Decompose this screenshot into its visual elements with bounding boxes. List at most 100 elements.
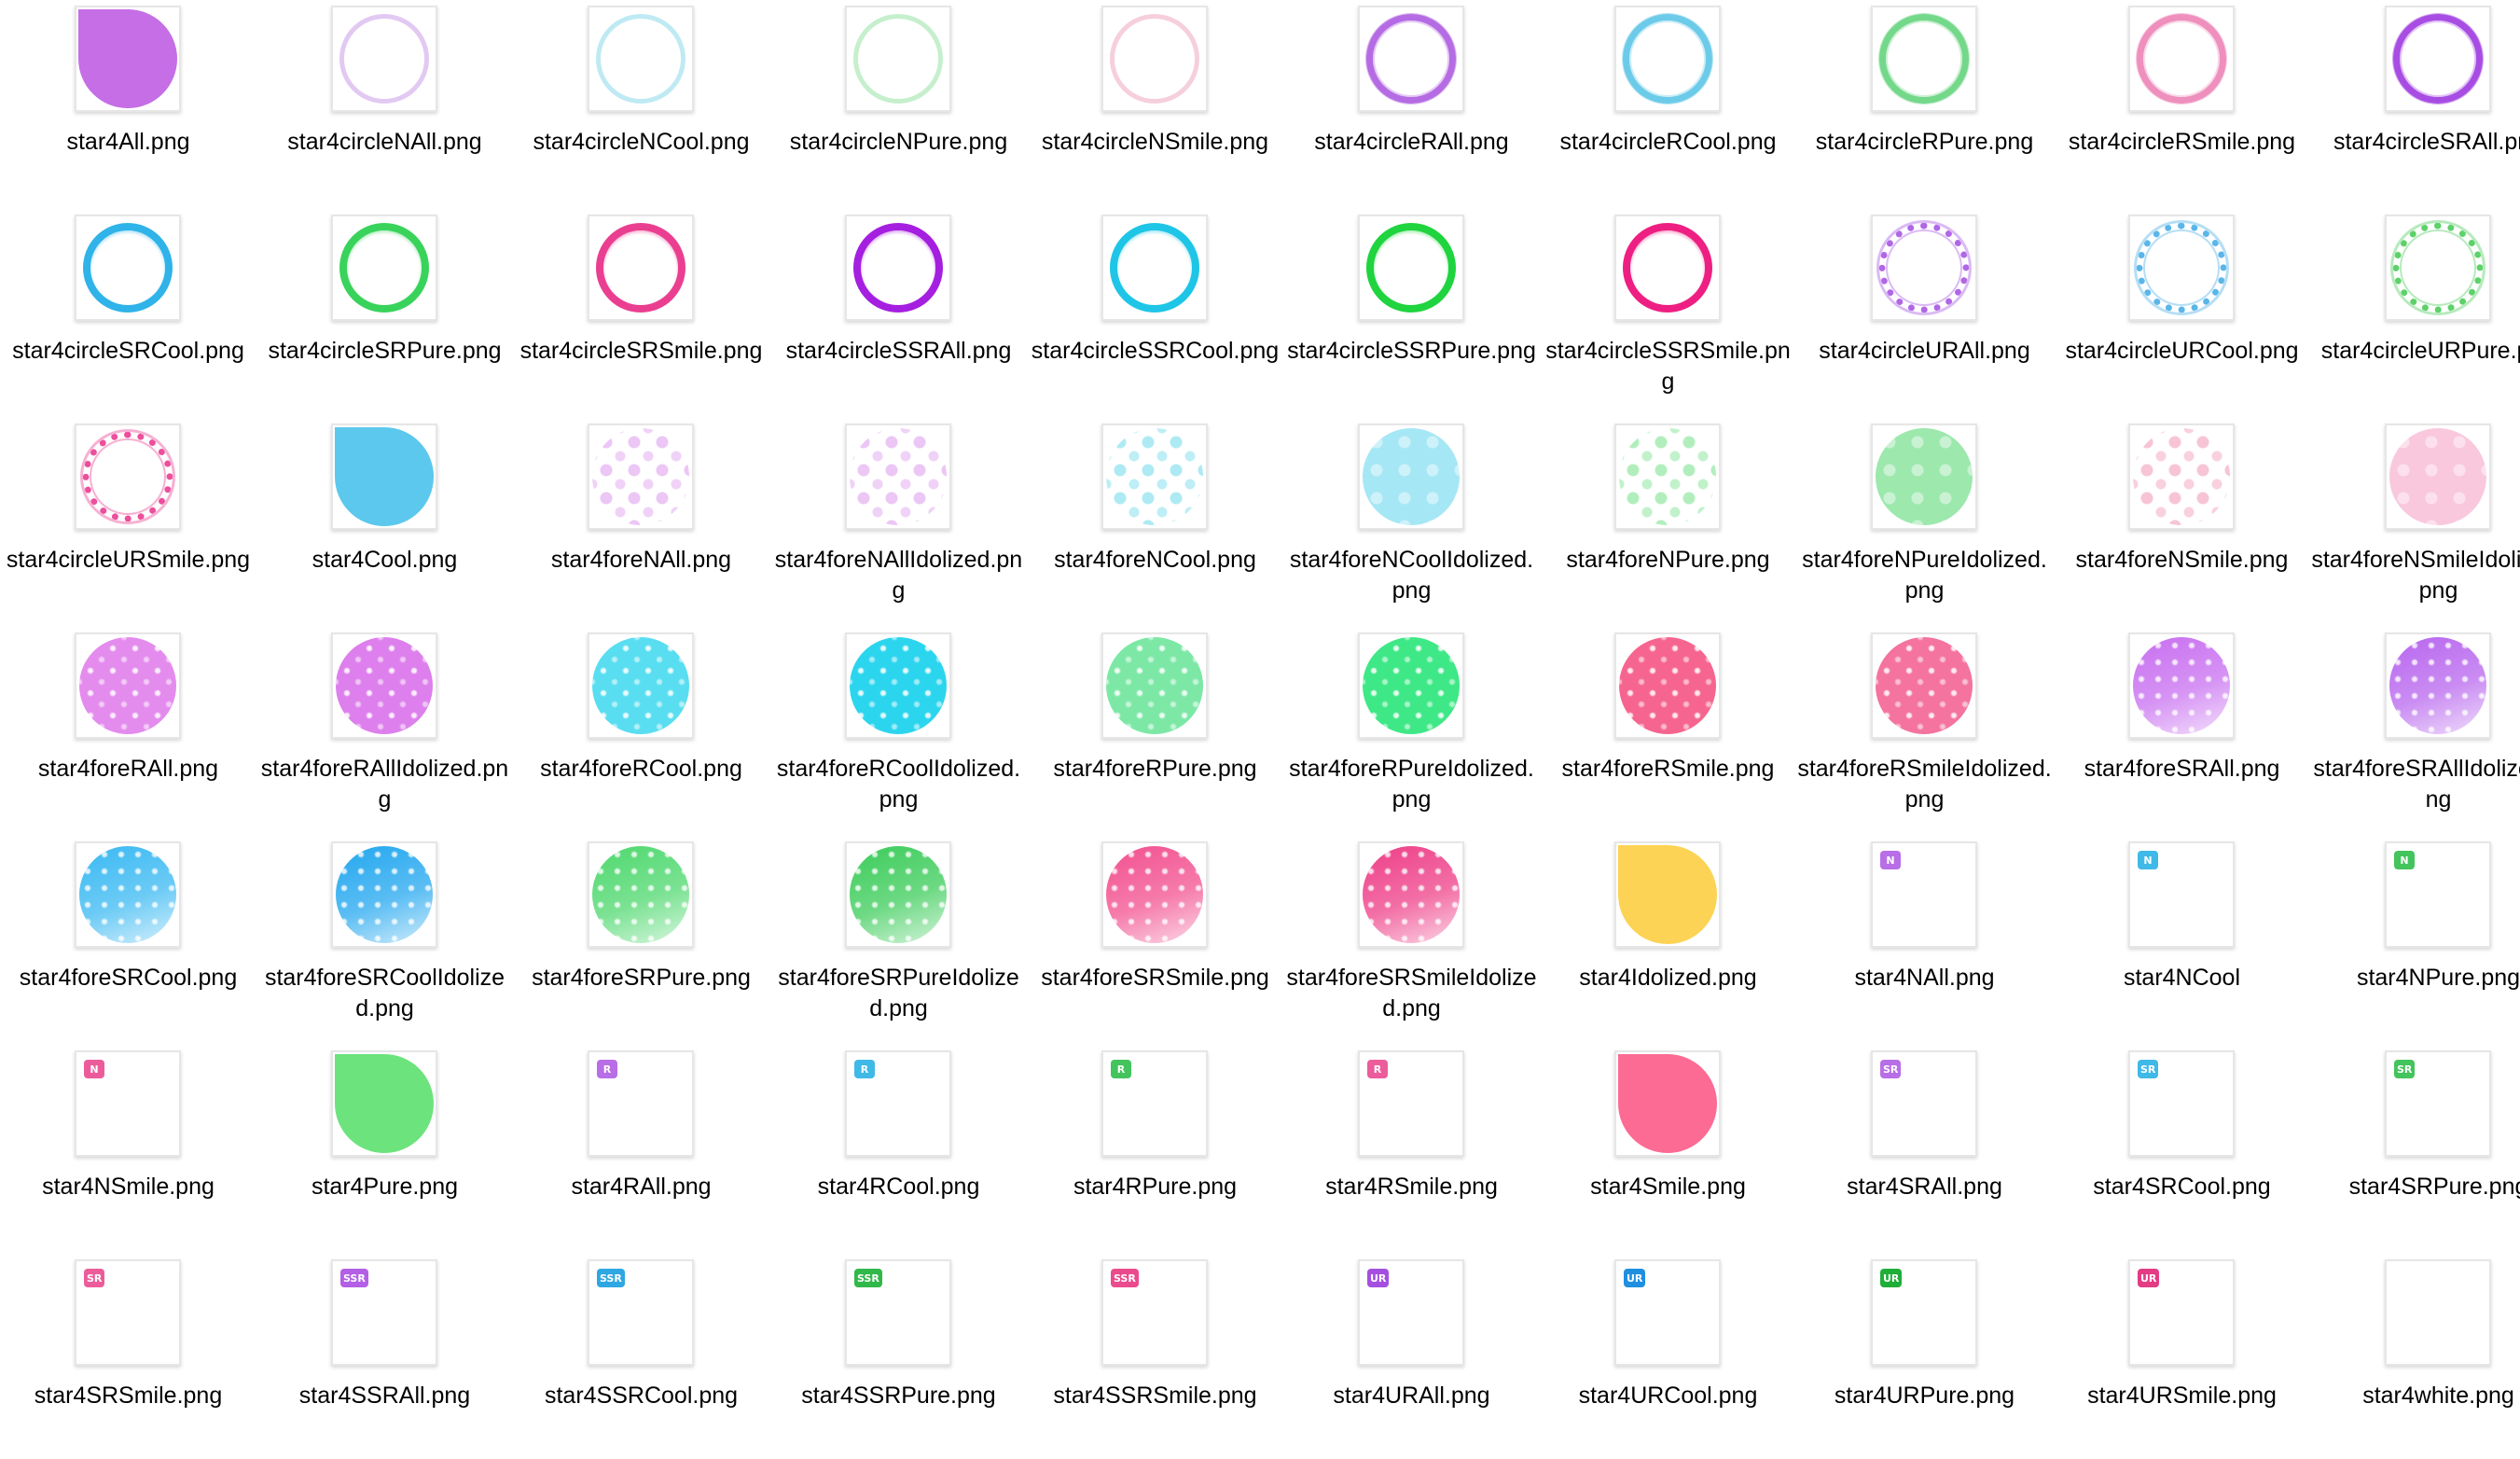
file-thumbnail[interactable] bbox=[2385, 632, 2491, 739]
file-item[interactable]: SSR star4SSRAll.png bbox=[256, 1254, 513, 1459]
file-item[interactable]: star4white.png bbox=[2310, 1254, 2520, 1459]
file-item[interactable]: star4circleSSRAll.png bbox=[770, 209, 1027, 414]
file-name-label[interactable]: star4foreSRSmile.png bbox=[1041, 965, 1269, 991]
file-item[interactable]: star4circleURPure.png bbox=[2310, 209, 2520, 414]
file-name-label[interactable]: star4Cool.png bbox=[312, 547, 458, 573]
file-name-label[interactable]: star4foreRAll.png bbox=[37, 756, 219, 782]
file-item[interactable]: star4All.png bbox=[0, 0, 256, 205]
file-name-label[interactable]: star4foreRSmile.png bbox=[1561, 756, 1775, 782]
file-item[interactable]: star4foreNCoolIdolized.png bbox=[1283, 418, 1540, 623]
file-name-label[interactable]: star4foreNAll.png bbox=[550, 547, 732, 573]
file-name-label[interactable]: star4foreNPureIdolized.png bbox=[1802, 547, 2047, 604]
file-item[interactable]: star4Cool.png bbox=[256, 418, 513, 623]
file-item[interactable]: SR star4SRPure.png bbox=[2310, 1045, 2520, 1250]
file-thumbnail[interactable] bbox=[1101, 215, 1208, 321]
file-thumbnail[interactable] bbox=[331, 6, 437, 112]
file-thumbnail[interactable]: SSR bbox=[588, 1259, 694, 1366]
file-thumbnail[interactable] bbox=[1614, 424, 1721, 530]
file-name-label[interactable]: star4foreRPure.png bbox=[1053, 756, 1257, 782]
file-name-label[interactable]: star4NAll.png bbox=[1854, 965, 1995, 991]
file-name-label[interactable]: star4SSRPure.png bbox=[801, 1383, 996, 1409]
file-thumbnail[interactable] bbox=[2128, 424, 2235, 530]
file-thumbnail[interactable]: SR bbox=[1871, 1050, 1977, 1157]
file-item[interactable]: star4circleRPure.png bbox=[1796, 0, 2053, 205]
file-name-label[interactable]: star4foreRPureIdolized.png bbox=[1289, 756, 1534, 813]
file-item[interactable]: star4circleRCool.png bbox=[1540, 0, 1796, 205]
file-name-label[interactable]: star4circleNCool.png bbox=[533, 129, 750, 155]
file-item[interactable]: SR star4SRCool.png bbox=[2054, 1045, 2310, 1250]
file-item[interactable]: SSR star4SSRSmile.png bbox=[1027, 1254, 1283, 1459]
file-thumbnail[interactable] bbox=[75, 424, 181, 530]
file-item[interactable]: star4Pure.png bbox=[256, 1045, 513, 1250]
file-thumbnail[interactable] bbox=[588, 424, 694, 530]
file-name-label[interactable]: star4foreNSmile.png bbox=[2075, 547, 2289, 573]
file-name-label[interactable]: star4Pure.png bbox=[311, 1174, 459, 1200]
file-thumbnail[interactable] bbox=[845, 215, 951, 321]
file-item[interactable]: UR star4URAll.png bbox=[1283, 1254, 1540, 1459]
file-item[interactable]: star4foreNCool.png bbox=[1027, 418, 1283, 623]
file-item[interactable]: star4circleURSmile.png bbox=[0, 418, 256, 623]
file-item[interactable]: star4circleURAll.png bbox=[1796, 209, 2053, 414]
file-thumbnail[interactable] bbox=[1358, 424, 1464, 530]
file-name-label[interactable]: star4RCool.png bbox=[817, 1174, 980, 1200]
file-thumbnail[interactable]: SSR bbox=[845, 1259, 951, 1366]
file-item[interactable]: star4circleSSRCool.png bbox=[1027, 209, 1283, 414]
file-item[interactable]: star4foreSRSmileIdolized.png bbox=[1283, 836, 1540, 1041]
file-name-label[interactable]: star4foreSRPureIdolized.png bbox=[778, 965, 1019, 1021]
file-item[interactable]: star4circleSRSmile.png bbox=[513, 209, 769, 414]
file-item[interactable]: star4circleSRAll.png bbox=[2310, 0, 2520, 205]
file-thumbnail[interactable] bbox=[1871, 215, 1977, 321]
file-item[interactable]: SSR star4SSRCool.png bbox=[513, 1254, 769, 1459]
file-item[interactable]: star4foreNPure.png bbox=[1540, 418, 1796, 623]
file-name-label[interactable]: star4foreSRCool.png bbox=[19, 965, 238, 991]
file-name-label[interactable]: star4foreSRAllIdolized.png bbox=[2313, 756, 2520, 813]
file-name-label[interactable]: star4foreRCool.png bbox=[540, 756, 742, 782]
file-name-label[interactable]: star4NCool bbox=[2123, 965, 2241, 991]
file-thumbnail[interactable] bbox=[1614, 1050, 1721, 1157]
file-thumbnail[interactable] bbox=[845, 6, 951, 112]
file-name-label[interactable]: star4circleURCool.png bbox=[2065, 338, 2299, 364]
file-item[interactable]: star4foreSRCoolIdolized.png bbox=[256, 836, 513, 1041]
file-name-label[interactable]: star4circleSSRAll.png bbox=[785, 338, 1012, 364]
file-name-label[interactable]: star4foreRSmileIdolized.png bbox=[1797, 756, 2052, 813]
file-name-label[interactable]: star4SSRCool.png bbox=[544, 1383, 739, 1409]
file-name-label[interactable]: star4URPure.png bbox=[1834, 1383, 2015, 1409]
file-thumbnail[interactable] bbox=[331, 215, 437, 321]
file-name-label[interactable]: star4foreNCoolIdolized.png bbox=[1289, 547, 1534, 604]
file-thumbnail[interactable] bbox=[2128, 632, 2235, 739]
file-name-label[interactable]: star4Smile.png bbox=[1590, 1174, 1746, 1200]
file-thumbnail[interactable]: R bbox=[1358, 1050, 1464, 1157]
file-item[interactable]: star4Idolized.png bbox=[1540, 836, 1796, 1041]
file-thumbnail[interactable] bbox=[75, 632, 181, 739]
file-thumbnail[interactable] bbox=[2128, 215, 2235, 321]
file-name-label[interactable]: star4foreNCool.png bbox=[1054, 547, 1256, 573]
file-name-label[interactable]: star4foreNPure.png bbox=[1566, 547, 1770, 573]
file-thumbnail[interactable]: N bbox=[2385, 841, 2491, 948]
file-name-label[interactable]: star4URSmile.png bbox=[2087, 1383, 2277, 1409]
file-name-label[interactable]: star4SRSmile.png bbox=[34, 1383, 223, 1409]
file-item[interactable]: UR star4URSmile.png bbox=[2054, 1254, 2310, 1459]
file-name-label[interactable]: star4SRAll.png bbox=[1847, 1174, 2002, 1200]
file-thumbnail[interactable]: N bbox=[1871, 841, 1977, 948]
file-item[interactable]: star4foreRPureIdolized.png bbox=[1283, 627, 1540, 832]
file-name-label[interactable]: star4circleSRPure.png bbox=[268, 338, 502, 364]
file-thumbnail[interactable] bbox=[845, 424, 951, 530]
file-thumbnail[interactable] bbox=[75, 841, 181, 948]
file-name-label[interactable]: star4NSmile.png bbox=[42, 1174, 215, 1200]
file-thumbnail[interactable] bbox=[2385, 1259, 2491, 1366]
file-thumbnail[interactable] bbox=[1358, 632, 1464, 739]
file-item[interactable]: star4circleNPure.png bbox=[770, 0, 1027, 205]
file-item[interactable]: star4Smile.png bbox=[1540, 1045, 1796, 1250]
file-item[interactable]: UR star4URPure.png bbox=[1796, 1254, 2053, 1459]
file-item[interactable]: star4foreRSmile.png bbox=[1540, 627, 1796, 832]
file-item[interactable]: SSR star4SSRPure.png bbox=[770, 1254, 1027, 1459]
file-item[interactable]: star4foreSRAllIdolized.png bbox=[2310, 627, 2520, 832]
file-item[interactable]: star4foreNAll.png bbox=[513, 418, 769, 623]
file-thumbnail[interactable]: UR bbox=[1614, 1259, 1721, 1366]
file-name-label[interactable]: star4foreSRCoolIdolized.png bbox=[264, 965, 505, 1021]
file-name-label[interactable]: star4RSmile.png bbox=[1325, 1174, 1498, 1200]
